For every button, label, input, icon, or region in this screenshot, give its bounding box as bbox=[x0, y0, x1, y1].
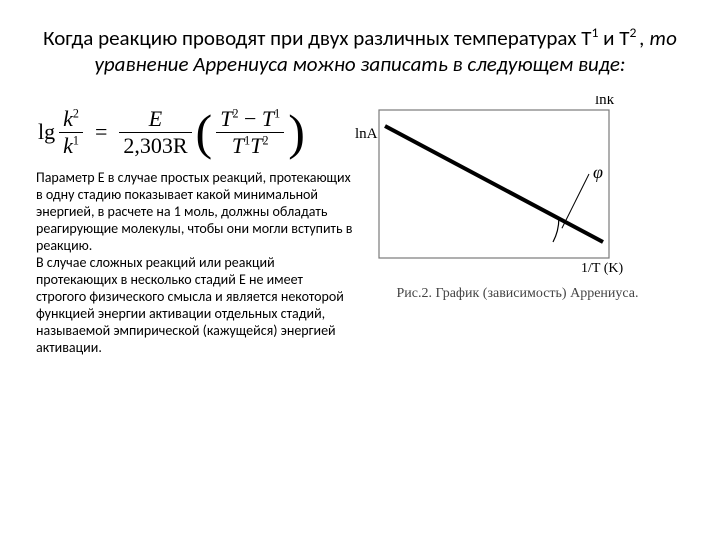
frac-E: E 2,303R bbox=[119, 106, 191, 159]
svg-text:lnA: lnA bbox=[355, 126, 378, 142]
heading-mid1: и Т bbox=[598, 25, 629, 51]
equals: = bbox=[95, 119, 107, 145]
body-text: Параметр Е в случае простых реакций, про… bbox=[36, 169, 356, 357]
frac-k: k2 k1 bbox=[59, 106, 83, 159]
rparen: ) bbox=[288, 110, 305, 154]
equation-block: lg k2 k1 = E 2,303R ( T2 − T1 T1T2 ) Пар… bbox=[36, 96, 341, 357]
graph-block: lnk lnA φ 1/T (K) Рис.2. График (зависим… bbox=[351, 96, 684, 302]
svg-text:1/T (K): 1/T (K) bbox=[581, 261, 623, 276]
frac-T: T2 − T1 T1T2 bbox=[216, 106, 284, 159]
heading-s2: 2 bbox=[629, 24, 639, 41]
graph-caption: Рис.2. График (зависимость) Аррениуса. bbox=[351, 286, 684, 302]
heading-pre: Когда реакцию проводят при двух различны… bbox=[43, 25, 591, 51]
heading: Когда реакцию проводят при двух различны… bbox=[36, 24, 684, 78]
lparen: ( bbox=[196, 110, 213, 154]
arrhenius-plot: lnk lnA φ 1/T (K) bbox=[351, 96, 651, 278]
content-row: lg k2 k1 = E 2,303R ( T2 − T1 T1T2 ) Пар… bbox=[36, 96, 684, 357]
lg: lg bbox=[38, 119, 55, 145]
equation: lg k2 k1 = E 2,303R ( T2 − T1 T1T2 ) bbox=[38, 106, 341, 159]
svg-text:φ: φ bbox=[593, 162, 603, 182]
svg-text:lnk: lnk bbox=[595, 96, 615, 108]
